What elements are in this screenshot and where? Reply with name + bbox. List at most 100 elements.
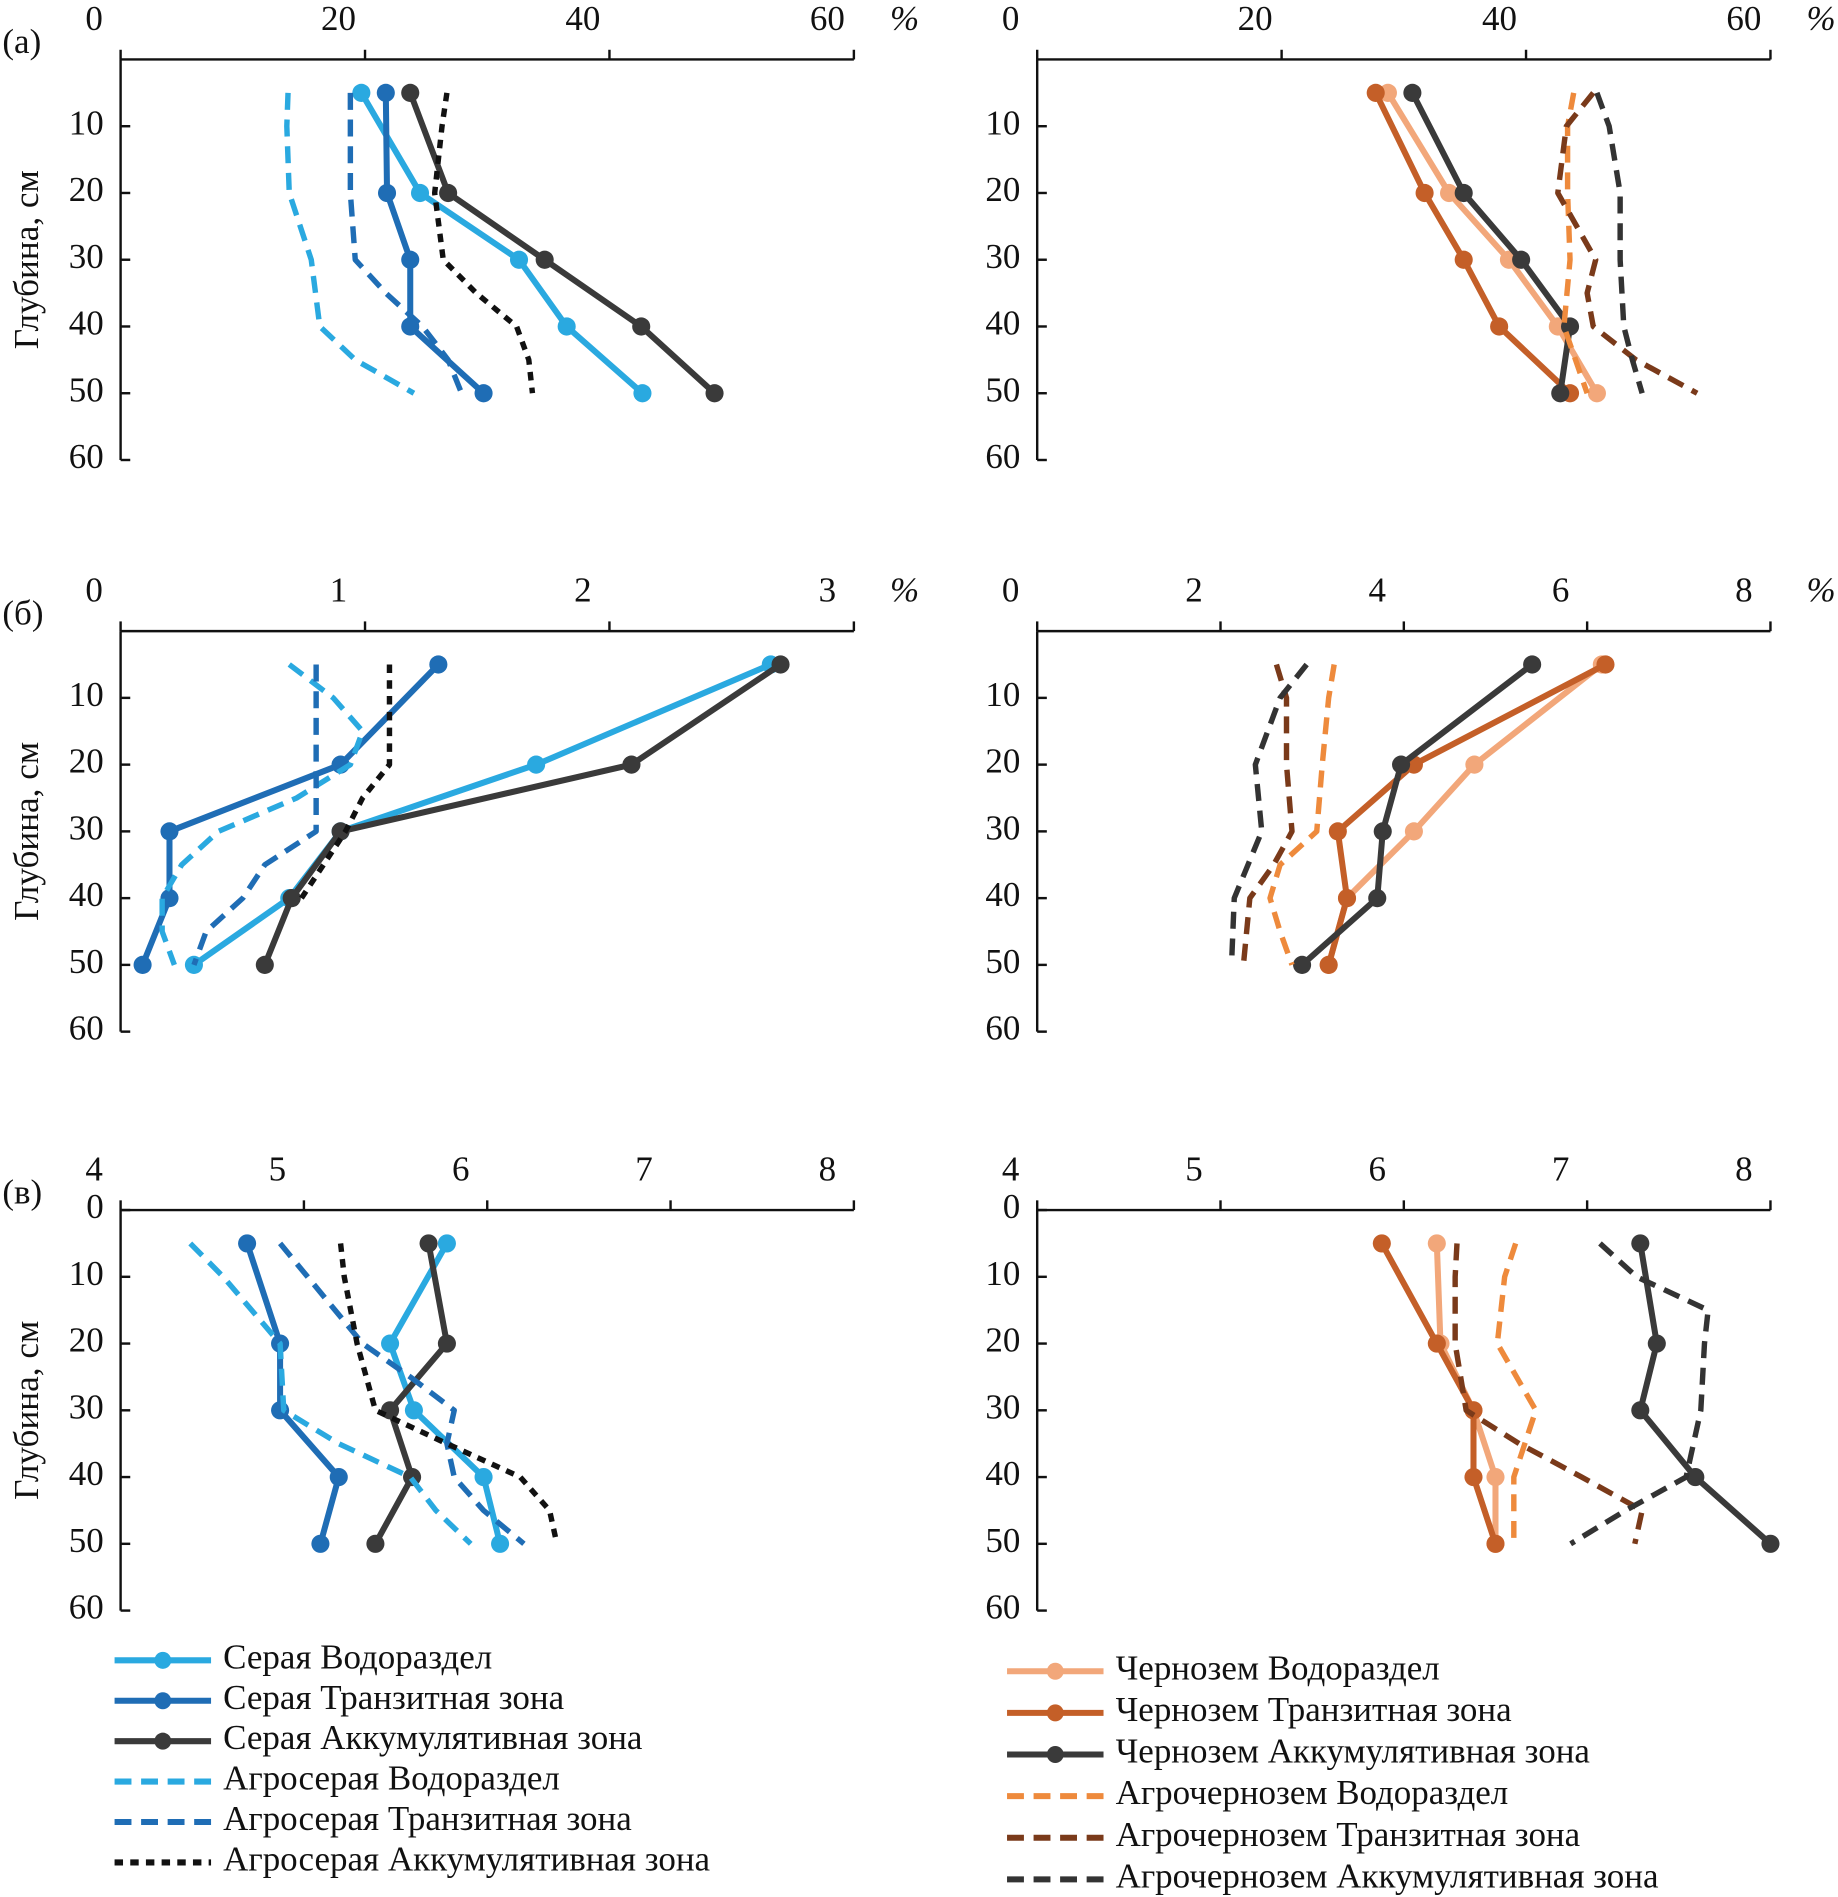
data-point (437, 1234, 456, 1253)
data-point (1486, 1467, 1505, 1487)
data-point (238, 1234, 257, 1253)
legend-marker (154, 1732, 172, 1750)
y-tick-label: 40 (985, 1454, 1020, 1493)
data-point (633, 384, 652, 403)
data-point (377, 183, 397, 203)
data-point (474, 384, 493, 403)
data-point (1596, 655, 1615, 674)
y-tick-label: 10 (985, 103, 1020, 142)
legend-label: Чернозем Аккумулятивная зона (1116, 1731, 1591, 1770)
x-tick-label: 6 (1552, 570, 1569, 609)
data-point (1427, 1334, 1446, 1353)
x-tick-label: 8 (1735, 570, 1752, 609)
data-point (1415, 183, 1434, 203)
legend-label: Агросерая Водораздел (223, 1759, 560, 1798)
y-tick-label: 30 (69, 808, 104, 847)
x-tick-label: 4 (1002, 1149, 1019, 1188)
x-tick-label: 0 (85, 0, 102, 38)
series-line (1267, 664, 1337, 966)
unit-label: % (1807, 0, 1836, 38)
unit-label: % (1807, 570, 1836, 609)
series-line (278, 1241, 526, 1546)
y-tick-label: 10 (69, 103, 104, 142)
y-tick-label: 40 (985, 303, 1020, 342)
data-point (1403, 83, 1422, 102)
data-point (622, 755, 641, 774)
legend-label: Агрочернозем Транзитная зона (1116, 1815, 1581, 1854)
data-point (419, 1234, 438, 1253)
series-line (299, 664, 393, 900)
data-point (133, 955, 152, 974)
x-tick-label: 8 (819, 1149, 836, 1188)
panel-label: (б) (2, 594, 43, 633)
y-tick-label: 20 (985, 742, 1020, 781)
legend-label: Агрочернозем Аккумулятивная зона (1116, 1856, 1659, 1895)
x-tick-label: 4 (1369, 570, 1386, 609)
unit-label: % (890, 570, 919, 609)
legend-marker (1046, 1662, 1064, 1680)
legend-marker (1046, 1704, 1064, 1722)
data-point (282, 889, 301, 908)
legend-label: Серая Транзитная зона (223, 1678, 564, 1717)
series-line (1228, 662, 1309, 965)
series-line (1555, 91, 1699, 396)
x-tick-label: 7 (635, 1149, 652, 1188)
legend-marker (154, 1651, 172, 1669)
y-tick-label: 50 (69, 1521, 104, 1560)
series-line (1240, 663, 1295, 966)
data-point (1404, 822, 1423, 841)
series-line (188, 1241, 473, 1546)
y-tick-label: 60 (985, 437, 1020, 476)
legend-label: Чернозем Водораздел (1116, 1648, 1440, 1687)
data-point (401, 83, 420, 102)
data-point (1686, 1467, 1705, 1487)
y-tick-label: 60 (69, 1009, 104, 1048)
x-tick-label: 20 (321, 0, 356, 38)
data-point (474, 1467, 493, 1487)
y-axis-label: Глубина, см (7, 1321, 46, 1500)
data-point (1372, 1234, 1391, 1253)
x-tick-label: 8 (1735, 1149, 1752, 1188)
series-line (1594, 91, 1645, 395)
legend-marker (1046, 1746, 1064, 1764)
data-point (632, 317, 651, 336)
y-tick-label: 60 (69, 1588, 104, 1627)
x-tick-label: 4 (85, 1149, 102, 1188)
data-point (404, 1401, 423, 1420)
y-tick-label: 30 (985, 808, 1020, 847)
series-line (284, 92, 416, 396)
data-point (1427, 1234, 1446, 1253)
data-point (329, 1467, 348, 1487)
data-point (1337, 889, 1357, 908)
data-point (491, 1534, 510, 1553)
x-tick-label: 5 (1185, 1149, 1202, 1188)
data-point (1454, 250, 1473, 269)
y-tick-label: 50 (985, 370, 1020, 409)
data-point (160, 822, 179, 841)
data-point (255, 955, 274, 974)
data-point (1328, 822, 1347, 841)
y-axis-label: Глубина, см (7, 742, 46, 921)
x-tick-label: 7 (1552, 1149, 1569, 1188)
y-tick-label: 60 (985, 1588, 1020, 1627)
y-tick-label: 30 (69, 1387, 104, 1426)
y-tick-label: 10 (985, 1254, 1020, 1293)
series-line (1300, 662, 1534, 968)
data-point (527, 755, 546, 774)
series-line (1637, 1242, 1773, 1547)
y-axis-label: Глубина, см (7, 170, 46, 349)
series-line (159, 662, 366, 966)
y-tick-label: 20 (985, 1321, 1020, 1360)
data-point (1368, 889, 1387, 908)
data-point (1465, 755, 1484, 774)
data-point (352, 83, 371, 102)
data-point (557, 317, 576, 336)
x-tick-label: 0 (85, 570, 102, 609)
data-point (1293, 955, 1312, 974)
series-line (1569, 1241, 1711, 1547)
data-point (366, 1534, 385, 1553)
x-tick-label: 60 (810, 0, 845, 38)
y-tick-label: 50 (69, 370, 104, 409)
y-tick-label: 10 (69, 675, 104, 714)
y-tick-label: 10 (69, 1254, 104, 1293)
